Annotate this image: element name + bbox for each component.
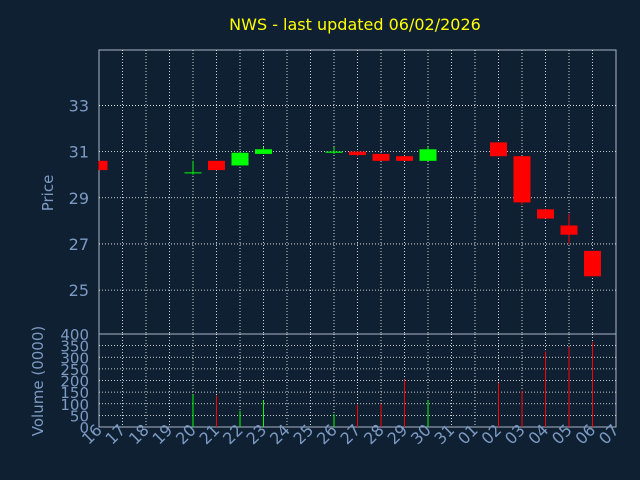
candle-22 (231, 151, 249, 166)
volume-tick-label: 50 (70, 407, 89, 425)
chart-title: NWS - last updated 06/02/2026 (229, 15, 481, 34)
candle-16 (98, 160, 108, 171)
price-tick-label: 27 (69, 235, 89, 254)
candle-body (184, 172, 202, 174)
candle-body (255, 149, 272, 154)
candle-body (208, 160, 225, 171)
candle-body (490, 142, 507, 157)
price-tick-label: 33 (69, 96, 89, 115)
candle-body (419, 149, 437, 161)
candle-body (372, 153, 390, 161)
price-panel: 25 27 29 31 33 (69, 49, 617, 335)
volume-tick-label: 400 (60, 326, 89, 344)
candle-body (560, 225, 578, 235)
volume-tick-label: 200 (60, 373, 89, 391)
candle-body (231, 152, 249, 166)
x-axis: 1617181920212223242526272829303101020304… (78, 420, 623, 448)
candle-20 (184, 160, 202, 175)
candle-05 (560, 213, 578, 244)
price-tick-label: 31 (69, 143, 89, 162)
candle-29 (396, 156, 413, 161)
candle-23 (255, 146, 272, 154)
volume-axis-label: Volume (0000) (29, 326, 47, 436)
candle-body (513, 156, 531, 203)
candle-26 (325, 146, 343, 154)
volume-tick-label: 250 (60, 361, 89, 379)
candle-body (396, 156, 413, 161)
candle-02 (490, 142, 507, 157)
candle-04 (537, 209, 554, 219)
candle-28 (372, 153, 390, 161)
candle-06 (584, 250, 601, 277)
candle-body (349, 151, 366, 156)
candle-body (325, 151, 343, 153)
price-tick-label: 29 (69, 189, 89, 208)
price-tick-label: 25 (69, 281, 89, 300)
candle-21 (208, 160, 225, 171)
candle-body (537, 209, 554, 219)
candle-30 (419, 146, 437, 161)
volume-tick-label: 300 (60, 349, 89, 367)
x-tick-label: 07 (595, 420, 623, 448)
volume-tick-label: 350 (60, 338, 89, 356)
candle-body (584, 250, 601, 277)
x-axis-label: Day (334, 459, 362, 475)
candle-03 (513, 156, 531, 205)
volume-tick-label: 150 (60, 384, 89, 402)
volume-tick-label: 0 (79, 419, 89, 437)
price-axis-label: Price (39, 175, 57, 212)
candle-body (99, 160, 108, 171)
volume-tick-label: 100 (60, 396, 89, 414)
candle-27 (349, 151, 366, 157)
